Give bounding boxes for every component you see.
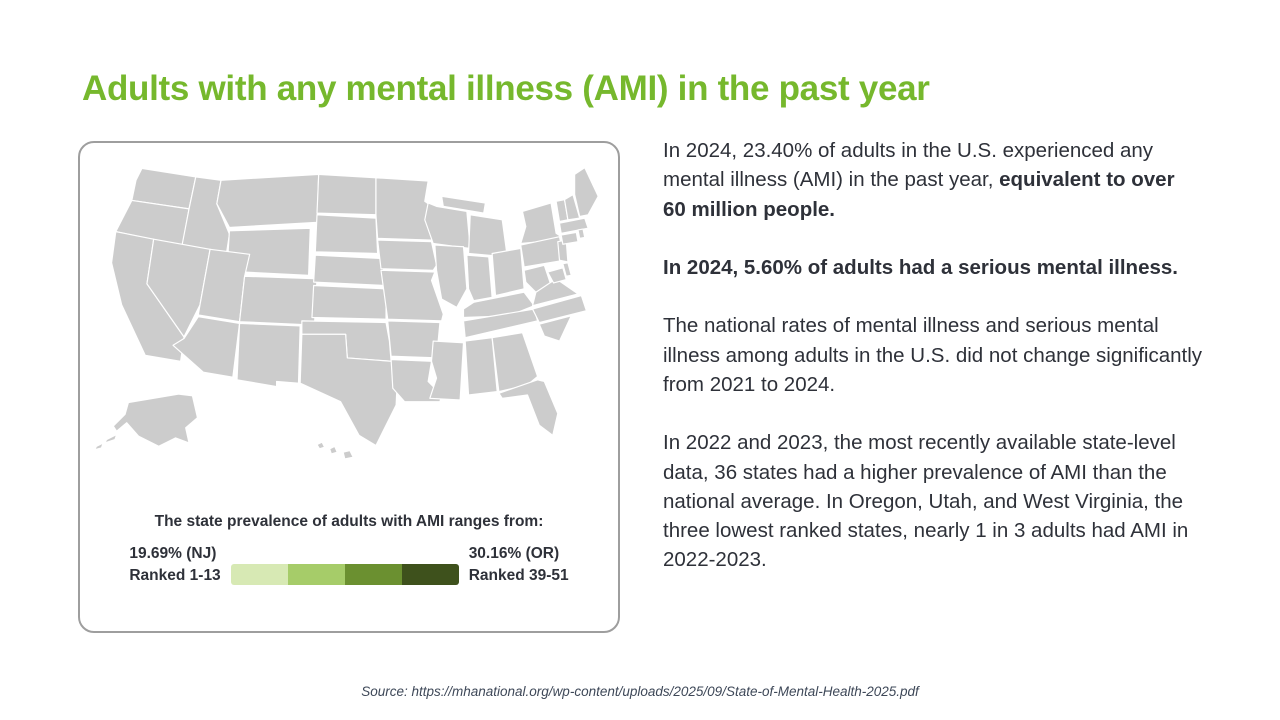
state-ga bbox=[491, 332, 539, 393]
legend-row: 19.69% (NJ) Ranked 1-13 30.16% (OR) Rank… bbox=[80, 543, 618, 586]
paragraph-national-rates: The national rates of mental illness and… bbox=[663, 314, 1203, 396]
state-ak-islands bbox=[104, 433, 118, 444]
paragraph-ami-2024-normal: In 2024, 23.40% of adults in the U.S. ex… bbox=[663, 139, 1154, 192]
legend-swatch-q2 bbox=[287, 564, 345, 586]
state-ks bbox=[311, 284, 387, 320]
legend-swatch-q3 bbox=[344, 564, 402, 586]
state-mo bbox=[380, 269, 444, 322]
state-hi-2 bbox=[329, 445, 338, 455]
state-nm bbox=[236, 322, 301, 388]
paragraph-smi-2024: In 2024, 5.60% of adults had a serious m… bbox=[663, 255, 1178, 279]
state-oh bbox=[491, 247, 525, 297]
state-ne bbox=[313, 254, 385, 287]
legend-max-rank: Ranked 39-51 bbox=[468, 566, 569, 584]
state-nv bbox=[146, 238, 211, 338]
state-il bbox=[434, 244, 468, 308]
state-nh bbox=[563, 193, 581, 221]
legend-title: The state prevalence of adults with AMI … bbox=[154, 513, 544, 530]
state-md bbox=[547, 267, 567, 284]
state-nd bbox=[316, 173, 377, 216]
state-co bbox=[238, 275, 318, 326]
paragraph-state-level-data: In 2022 and 2023, the most recently avai… bbox=[663, 431, 1189, 572]
state-ak bbox=[112, 393, 199, 447]
map-legend: The state prevalence of adults with AMI … bbox=[80, 513, 618, 586]
state-sd bbox=[314, 214, 379, 255]
state-hi-3 bbox=[342, 449, 354, 460]
legend-swatch-q4 bbox=[401, 564, 459, 586]
state-fl bbox=[498, 379, 559, 436]
legend-color-scale bbox=[230, 564, 459, 586]
state-hi bbox=[316, 441, 326, 450]
legend-max-value: 30.16% (OR) bbox=[468, 545, 560, 562]
choropleth-map-card: The state prevalence of adults with AMI … bbox=[78, 141, 620, 633]
legend-min-rank: Ranked 1-13 bbox=[129, 566, 221, 584]
state-de bbox=[562, 262, 572, 277]
summary-text-column: In 2024, 23.40% of adults in the U.S. ex… bbox=[663, 136, 1203, 604]
paragraph-ami-2024-bold: equivalent to over 60 million people. bbox=[663, 168, 1175, 221]
state-ri bbox=[577, 228, 586, 239]
state-in bbox=[466, 254, 493, 302]
legend-min-label: 19.69% (NJ) Ranked 1-13 bbox=[129, 543, 220, 586]
legend-swatch-q1 bbox=[230, 564, 288, 586]
legend-max-label: 30.16% (OR) Ranked 39-51 bbox=[469, 543, 569, 586]
state-va bbox=[531, 278, 579, 307]
state-mi-upper bbox=[441, 195, 486, 214]
state-tn bbox=[462, 308, 539, 339]
state-mt bbox=[216, 173, 320, 228]
paragraph-ami-2024: In 2024, 23.40% of adults in the U.S. ex… bbox=[663, 136, 1203, 224]
state-mi bbox=[467, 214, 508, 258]
state-ms bbox=[429, 340, 465, 401]
state-me bbox=[574, 167, 599, 218]
state-al bbox=[464, 337, 498, 396]
legend-min-value: 19.69% (NJ) bbox=[129, 545, 217, 562]
source-citation[interactable]: Source: https://mhanational.org/wp-conte… bbox=[361, 684, 919, 699]
state-tx bbox=[299, 333, 399, 447]
page-title: Adults with any mental illness (AMI) in … bbox=[82, 69, 930, 109]
state-ia bbox=[377, 239, 438, 271]
state-nc bbox=[531, 295, 588, 324]
us-choropleth-map bbox=[94, 167, 599, 460]
state-ct bbox=[560, 231, 579, 245]
state-ak-islands-2 bbox=[94, 442, 104, 451]
state-sc bbox=[538, 315, 572, 342]
